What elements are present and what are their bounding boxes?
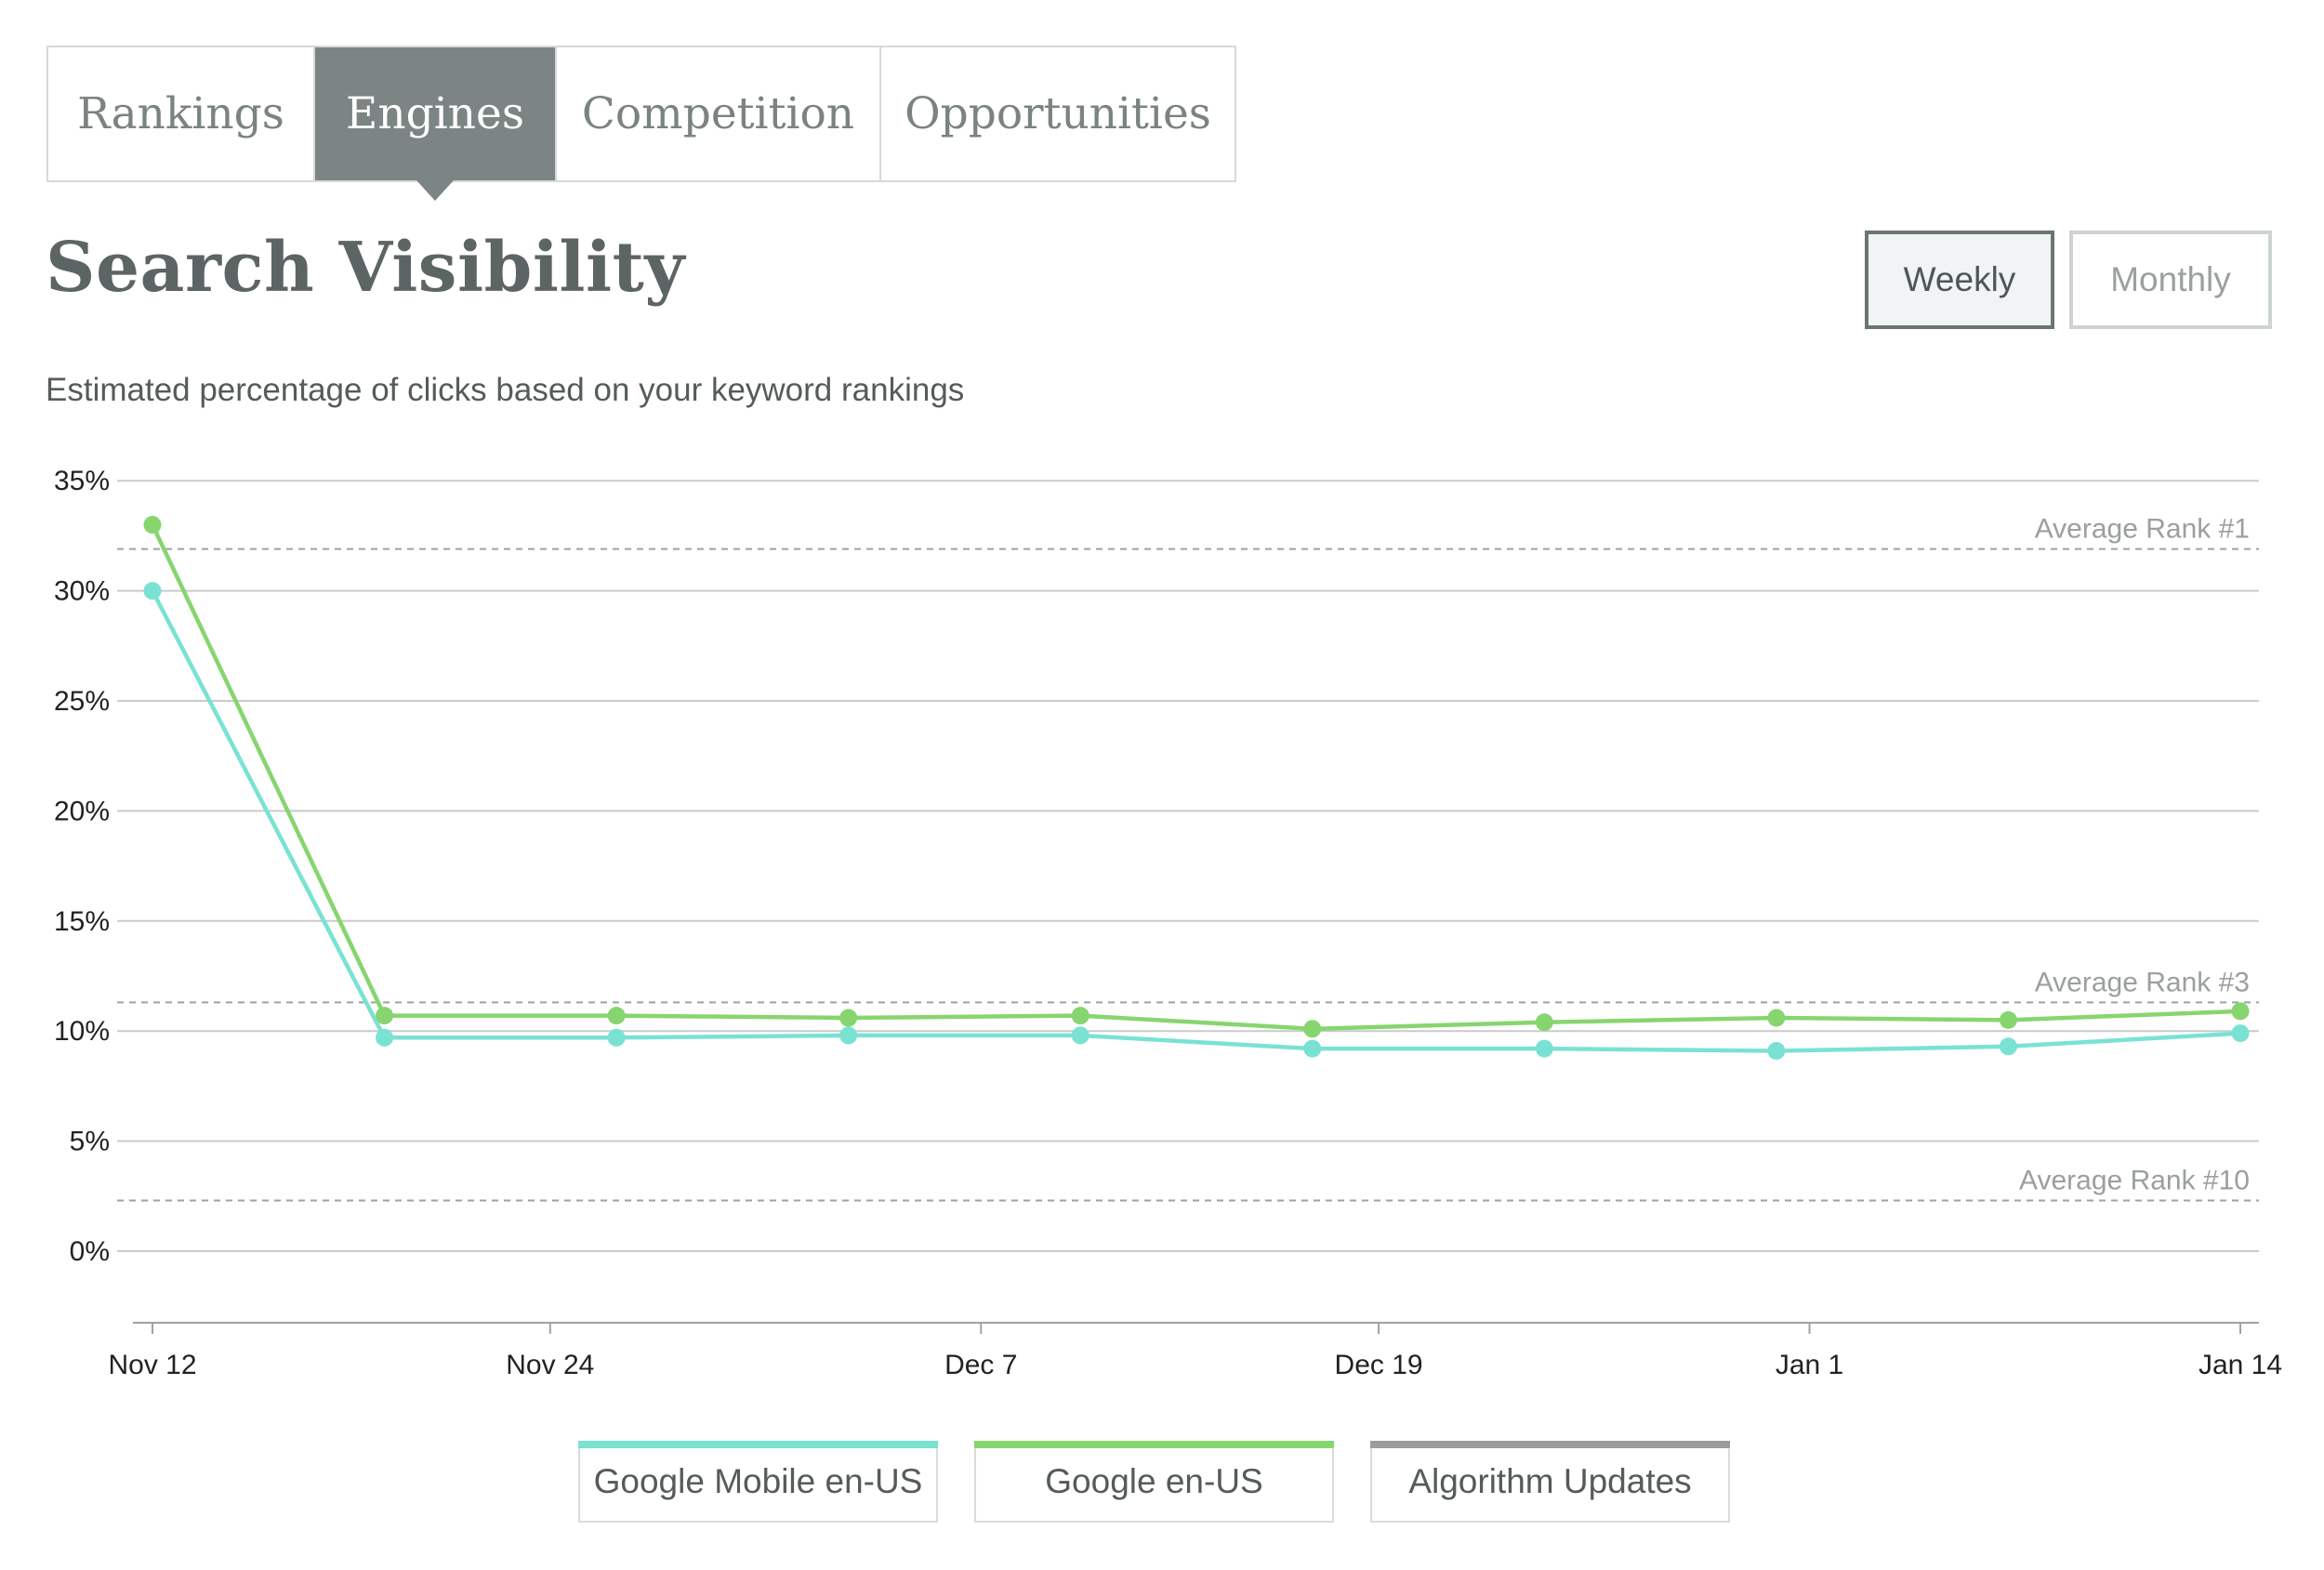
data-point — [1303, 1020, 1322, 1038]
data-point — [1303, 1039, 1322, 1058]
reference-line-label: Average Rank #3 — [2035, 967, 2250, 997]
tab-opportunities[interactable]: Opportunities — [905, 88, 1211, 139]
data-point — [839, 1026, 858, 1045]
legend-google-mobile[interactable]: Google Mobile en-US — [578, 1441, 938, 1523]
search-visibility-chart: 0% 5% 10% 15% 20% 25% 30% 35% Average Rank #1 Ave… — [54, 466, 2282, 1380]
data-point — [1535, 1039, 1553, 1058]
legend-swatch-algorithm-updates — [1370, 1441, 1730, 1448]
data-point — [1071, 1007, 1089, 1025]
x-tick-label: Dec 7 — [944, 1350, 1017, 1380]
data-point — [376, 1028, 394, 1047]
y-tick-label: 15% — [54, 906, 110, 937]
data-point — [1535, 1013, 1553, 1032]
data-point — [2231, 1024, 2250, 1043]
x-tick-label: Dec 19 — [1335, 1350, 1423, 1380]
data-point — [376, 1007, 394, 1025]
y-tick-label: 5% — [70, 1127, 110, 1157]
data-point — [1767, 1009, 1786, 1027]
weekly-button[interactable]: Weekly — [1865, 231, 2054, 329]
legend-label-google-mobile: Google Mobile en-US — [593, 1462, 923, 1500]
data-point — [143, 516, 162, 534]
data-point — [1999, 1010, 2017, 1029]
tab-bar: Rankings Engines Competition Opportuniti… — [46, 46, 1236, 201]
data-point — [607, 1007, 626, 1025]
y-tick-label: 0% — [70, 1236, 110, 1267]
y-tick-label: 20% — [54, 796, 110, 826]
data-point — [143, 582, 162, 600]
legend-swatch-google-mobile — [578, 1441, 938, 1448]
reference-line-label: Average Rank #10 — [2019, 1166, 2250, 1196]
tab-competition[interactable]: Competition — [557, 47, 881, 180]
data-point — [1999, 1037, 2017, 1056]
legend-label-google-desktop: Google en-US — [1045, 1462, 1263, 1500]
legend-google-desktop[interactable]: Google en-US — [974, 1441, 1334, 1523]
tab-rankings[interactable]: Rankings — [48, 47, 315, 180]
legend-algorithm-updates[interactable]: Algorithm Updates — [1370, 1441, 1730, 1523]
reference-line-label: Average Rank #1 — [2035, 514, 2250, 545]
y-tick-label: 10% — [54, 1016, 110, 1047]
series-line-0 — [151, 589, 2241, 1053]
data-point — [607, 1028, 626, 1047]
tab-engines[interactable]: Engines — [315, 47, 557, 201]
data-point — [2231, 1002, 2250, 1021]
x-tick-label: Jan 14 — [2199, 1350, 2282, 1380]
x-tick-label: Jan 1 — [1776, 1350, 1843, 1380]
y-tick-label: 30% — [54, 576, 110, 607]
legend-label-algorithm-updates: Algorithm Updates — [1408, 1462, 1692, 1500]
page-title: Search Visibility — [46, 228, 685, 308]
data-point — [1071, 1026, 1089, 1045]
legend-swatch-google-desktop — [974, 1441, 1334, 1448]
y-tick-label: 25% — [54, 686, 110, 717]
x-tick-label: Nov 24 — [506, 1350, 594, 1380]
x-tick-label: Nov 12 — [108, 1350, 196, 1380]
data-point — [1767, 1042, 1786, 1061]
monthly-button[interactable]: Monthly — [2069, 231, 2272, 329]
y-tick-label: 35% — [54, 466, 110, 496]
chart-subtitle: Estimated percentage of clicks based on … — [46, 372, 965, 408]
series-line-1 — [150, 523, 2241, 1032]
data-point — [839, 1009, 858, 1027]
